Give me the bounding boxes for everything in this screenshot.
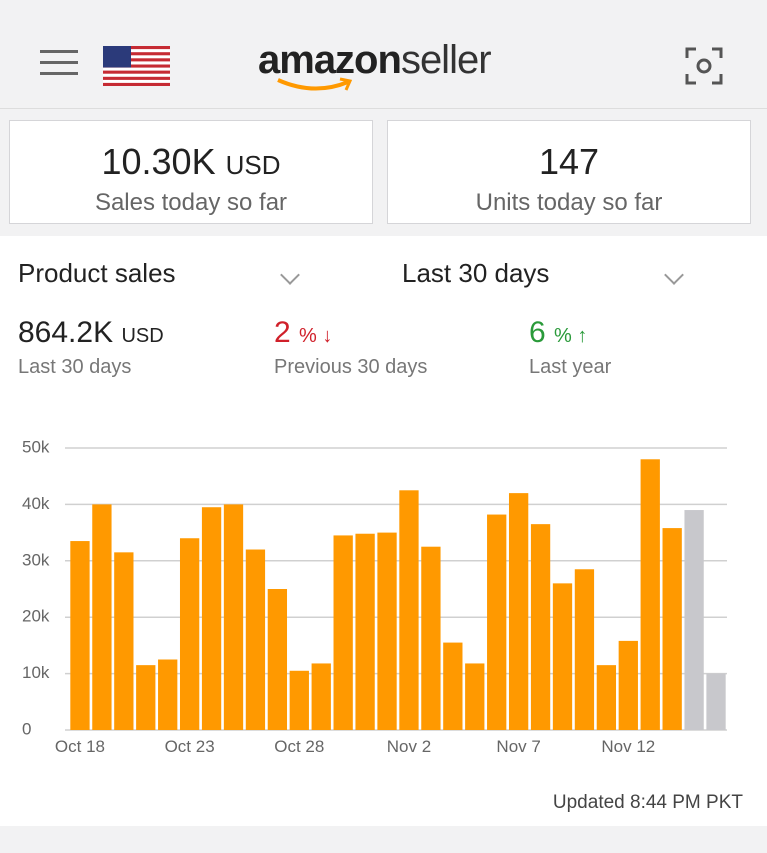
bar xyxy=(706,673,726,730)
x-tick-label: Oct 18 xyxy=(55,737,105,756)
y-tick-label: 20k xyxy=(22,607,50,626)
bar xyxy=(223,504,244,730)
change-label: Previous 30 days xyxy=(274,356,428,378)
bottom-strip xyxy=(0,826,767,853)
bar xyxy=(355,533,375,730)
top-area: amazonseller 10.30K USD Sales today so f… xyxy=(0,0,767,236)
bar xyxy=(465,663,485,730)
bar xyxy=(640,459,660,730)
change-unit: % xyxy=(554,325,572,347)
metric-label: Last 30 days xyxy=(18,356,132,378)
sales-label: Sales today so far xyxy=(94,189,288,216)
bar xyxy=(333,535,353,730)
change-value: 6 xyxy=(529,316,546,349)
bar xyxy=(443,642,463,730)
sales-unit: USD xyxy=(225,150,281,180)
bar xyxy=(574,569,595,730)
flag[interactable] xyxy=(103,46,170,86)
bar xyxy=(530,524,551,730)
bar xyxy=(684,510,704,730)
sales-card[interactable]: 10.30K USD Sales today so far xyxy=(9,120,373,224)
y-tick-label: 10k xyxy=(22,663,50,682)
bar xyxy=(399,490,419,730)
x-tick-label: Nov 2 xyxy=(387,737,431,756)
bar xyxy=(92,504,112,730)
logo-smile xyxy=(277,77,353,91)
metric-unit: USD xyxy=(121,325,164,347)
logo-brand: amazon xyxy=(258,38,402,82)
x-tick-label: Nov 12 xyxy=(601,737,655,756)
bar xyxy=(179,538,200,730)
y-tick-label: 30k xyxy=(22,550,50,569)
x-tick-label: Nov 7 xyxy=(496,737,540,756)
x-tick-label: Oct 28 xyxy=(274,737,324,756)
period-dropdown[interactable]: Last 30 days xyxy=(402,258,550,288)
bar xyxy=(508,493,529,730)
bar xyxy=(377,532,397,730)
up-arrow: ↑ xyxy=(571,325,588,347)
bar xyxy=(245,549,266,730)
updated-text: Updated 8:44 PM PKT xyxy=(552,792,743,813)
bar xyxy=(267,589,288,730)
bar xyxy=(70,541,90,730)
sales-value: 10.30K xyxy=(101,141,216,182)
chart: 0 10k 20k 30k 40k 50k Oct 18 Oct 23 Oct 28 Nov 2 N… xyxy=(22,437,727,756)
logo: amazonseller xyxy=(258,38,492,83)
change-unit: % xyxy=(299,325,317,347)
bar xyxy=(421,546,441,730)
metric-dropdown[interactable]: Product sales xyxy=(18,258,176,288)
units-card[interactable]: 147 Units today so far xyxy=(387,120,751,224)
bar xyxy=(487,514,507,730)
bar xyxy=(201,507,222,730)
x-tick-label: Oct 23 xyxy=(165,737,215,756)
change-label: Last year xyxy=(529,356,612,378)
logo-product: seller xyxy=(400,38,492,82)
units-value: 147 xyxy=(538,141,600,182)
y-tick-label: 0 xyxy=(22,719,31,738)
bar xyxy=(114,552,134,730)
bar xyxy=(158,659,178,730)
menu-button[interactable] xyxy=(40,50,78,75)
down-arrow: ↓ xyxy=(316,325,333,347)
bar xyxy=(289,670,309,730)
metric-value: 864.2K xyxy=(18,316,114,349)
chevron xyxy=(664,265,684,285)
y-tick-label: 40k xyxy=(22,494,50,513)
units-label: Units today so far xyxy=(475,189,663,216)
bar xyxy=(596,665,617,730)
chevron xyxy=(280,265,300,285)
bar xyxy=(618,640,638,730)
bar xyxy=(136,665,156,730)
bar xyxy=(311,663,331,730)
scan-button[interactable] xyxy=(684,46,724,86)
bar xyxy=(662,528,682,730)
y-tick-label: 50k xyxy=(22,437,50,456)
change-value: 2 xyxy=(274,316,291,349)
bar xyxy=(552,583,573,730)
